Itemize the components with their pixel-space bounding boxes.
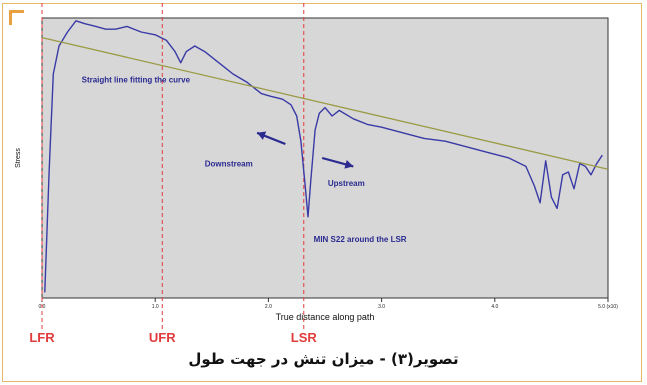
stress-curve [44, 20, 603, 293]
figure-caption: تصویر(۳) - میزان تنش در جهت طول [188, 350, 459, 368]
x-tick-label: 4.0 [491, 304, 498, 310]
x-tick-label: 3.0 [378, 304, 385, 310]
corner-decoration [9, 10, 24, 25]
y-axis-label: Stress [15, 148, 22, 168]
x-axis-label: True distance along path [276, 312, 375, 322]
annotation: MIN S22 around the LSR [314, 235, 407, 244]
fit-line [41, 36, 609, 170]
direction-arrow-head [257, 131, 267, 140]
x-tick-label: 2.0 [265, 304, 272, 310]
marker-label-lfr: LFR [29, 330, 55, 345]
annotation: Straight line fitting the curve [82, 75, 191, 84]
annotation: Upstream [328, 179, 365, 188]
x-tick-label: 5.0 (x10) [598, 304, 618, 310]
x-tick-label: 1.0 [152, 304, 159, 310]
marker-label-lsr: LSR [291, 330, 318, 345]
marker-label-ufr: UFR [149, 330, 176, 345]
direction-arrow-head [344, 159, 354, 169]
annotation: Downstream [205, 159, 253, 168]
